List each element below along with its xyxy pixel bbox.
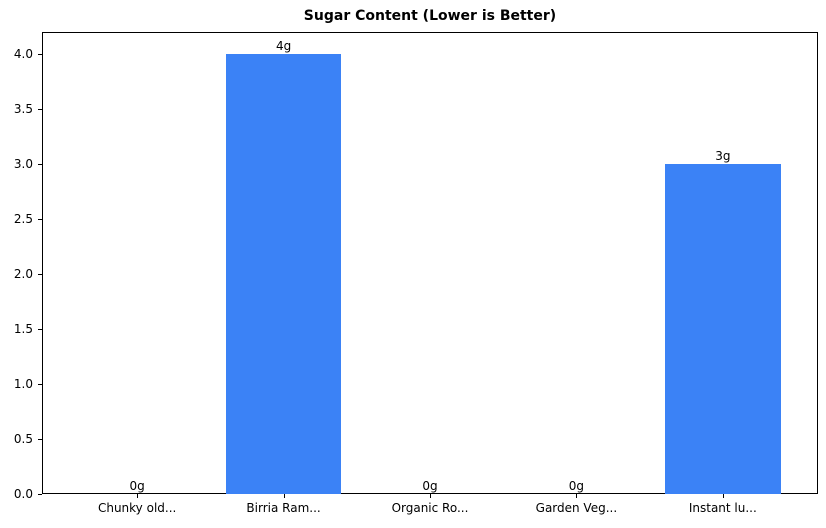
y-tick-label: 1.0 xyxy=(13,377,33,391)
y-tick-mark xyxy=(38,384,42,385)
bar xyxy=(664,164,781,494)
x-tick-mark xyxy=(430,494,431,498)
bar-value-label: 3g xyxy=(715,149,731,163)
x-tick-label: Birria Ram... xyxy=(246,501,321,515)
x-tick-mark xyxy=(722,494,724,498)
y-tick-mark xyxy=(38,54,42,55)
x-tick-mark xyxy=(576,494,578,498)
y-tick-label: 3.0 xyxy=(13,157,33,171)
y-tick-mark xyxy=(38,164,42,165)
y-tick-mark xyxy=(38,439,42,440)
x-tick-mark xyxy=(283,494,285,498)
x-tick-label: Garden Veg... xyxy=(535,501,618,515)
y-tick-label: 2.0 xyxy=(13,267,33,281)
bar xyxy=(225,54,342,494)
chart-title: Sugar Content (Lower is Better) xyxy=(303,8,557,24)
y-tick-label: 0.5 xyxy=(13,432,33,446)
bar-value-label: 0g xyxy=(568,479,585,493)
y-tick-label: 0.0 xyxy=(13,487,33,501)
x-tick-mark xyxy=(137,494,139,498)
y-tick-label: 3.5 xyxy=(13,102,33,116)
bar-value-label: 0g xyxy=(422,479,438,493)
y-tick-label: 4.0 xyxy=(13,47,33,61)
y-tick-mark xyxy=(38,219,42,220)
bar-value-label: 4g xyxy=(275,39,292,53)
y-tick-mark xyxy=(38,274,42,275)
y-tick-label: 1.5 xyxy=(13,322,33,336)
x-tick-label: Instant lu... xyxy=(688,501,757,515)
plot-area xyxy=(42,32,818,494)
y-tick-mark xyxy=(38,494,42,495)
y-tick-mark xyxy=(38,329,42,330)
x-tick-label: Organic Ro... xyxy=(391,501,469,515)
x-tick-label: Chunky old... xyxy=(97,501,177,515)
y-tick-label: 2.5 xyxy=(13,212,33,226)
bar-value-label: 0g xyxy=(129,479,145,493)
y-tick-mark xyxy=(38,109,42,110)
